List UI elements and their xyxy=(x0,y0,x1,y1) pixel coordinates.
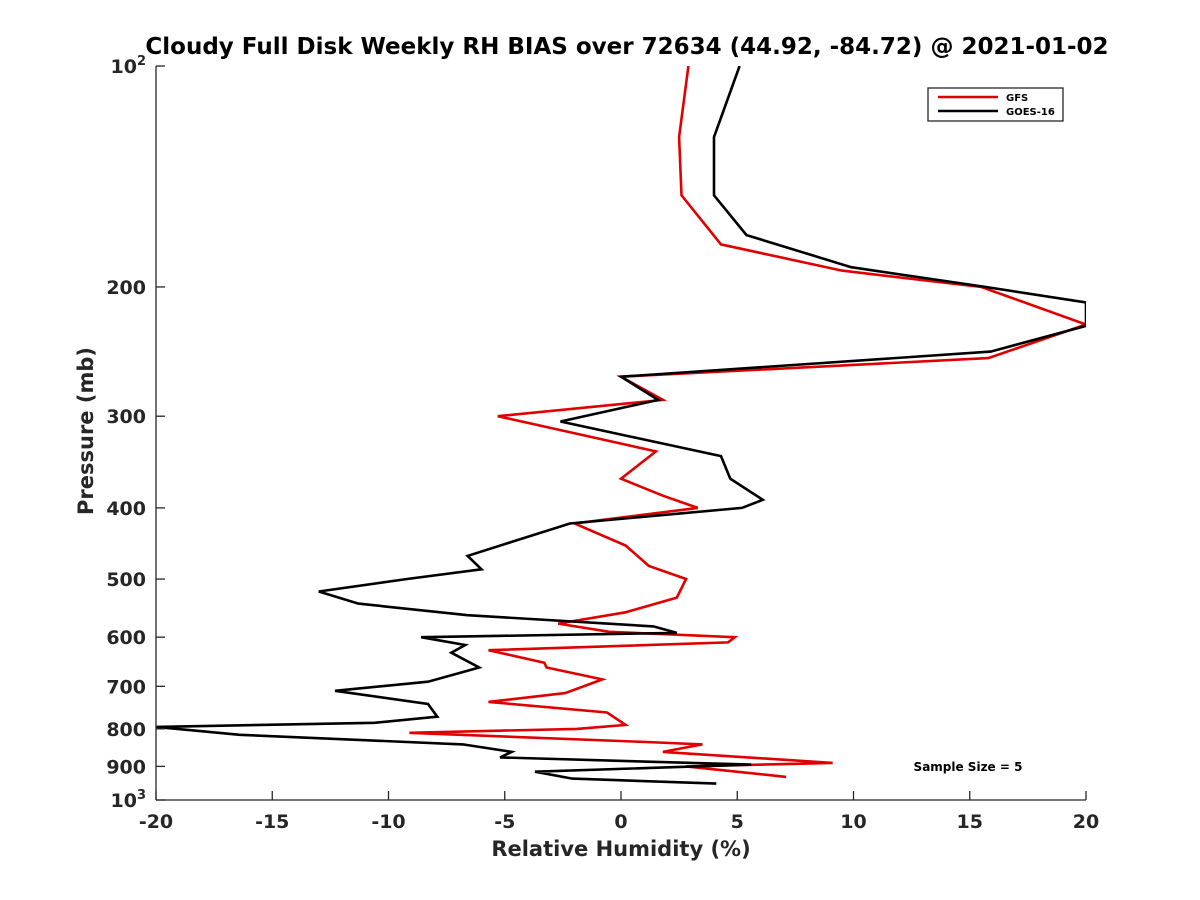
series-line-gfs xyxy=(409,66,1086,779)
y-tick-label: 500 xyxy=(106,569,146,591)
x-tick-label: -20 xyxy=(139,811,173,833)
ticks-layer: -20 -15 -10 -5 0 5 10 15 20 102 200 300 400 500 600 700… xyxy=(106,54,1099,833)
legend-entry-label: GFS xyxy=(1006,93,1028,104)
x-tick-label: -15 xyxy=(255,811,289,833)
x-tick-label: 10 xyxy=(840,811,866,833)
y-tick-label: 102 xyxy=(111,54,147,78)
sample-size-annotation: Sample Size = 5 xyxy=(914,760,1023,774)
y-tick-label: 400 xyxy=(106,498,146,520)
y-tick-label: 800 xyxy=(106,719,146,741)
x-tick-label: 15 xyxy=(957,811,983,833)
legend: GFS GOES-16 xyxy=(927,87,1064,122)
series-layer xyxy=(156,66,1086,785)
y-tick-label: 200 xyxy=(106,277,146,299)
legend-entry-label: GOES-16 xyxy=(1006,107,1055,118)
x-tick-label: -5 xyxy=(494,811,515,833)
y-tick-label: 600 xyxy=(106,627,146,649)
x-tick-label: 5 xyxy=(731,811,744,833)
y-tick-label: 900 xyxy=(106,756,146,778)
plot-area xyxy=(156,66,1086,800)
y-tick-label: 300 xyxy=(106,406,146,428)
x-tick-label: 20 xyxy=(1073,811,1099,833)
legend-box xyxy=(927,87,1064,122)
y-tick-label: 700 xyxy=(106,676,146,698)
chart-title: Cloudy Full Disk Weekly RH BIAS over 726… xyxy=(145,34,1108,60)
x-tick-label: 0 xyxy=(614,811,627,833)
x-axis-label: Relative Humidity (%) xyxy=(491,837,750,861)
y-tick-label: 103 xyxy=(111,788,147,812)
x-tick-label: -10 xyxy=(371,811,405,833)
series-line-goes-16 xyxy=(156,66,1086,785)
y-axis-label: Pressure (mb) xyxy=(74,347,98,515)
